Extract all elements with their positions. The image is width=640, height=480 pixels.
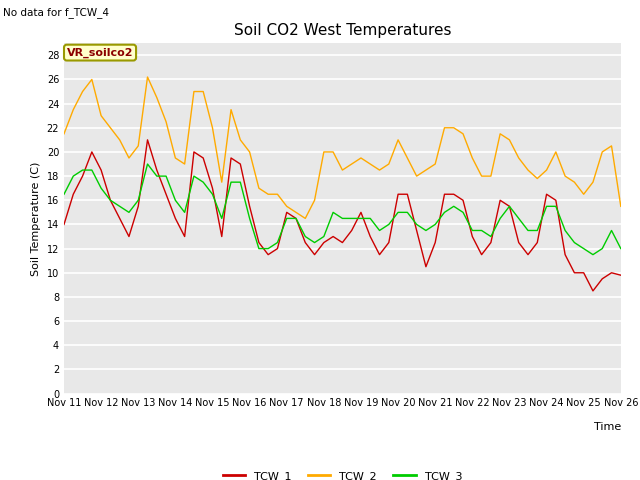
- Text: VR_soilco2: VR_soilco2: [67, 48, 133, 58]
- TCW_1: [403, 192, 411, 197]
- TCW_3: [180, 209, 188, 215]
- TCW_2: [180, 161, 188, 167]
- Line: TCW_2: TCW_2: [64, 77, 621, 218]
- Y-axis label: Soil Temperature (C): Soil Temperature (C): [31, 161, 41, 276]
- TCW_2: [561, 173, 569, 179]
- TCW_3: [366, 216, 374, 221]
- TCW_3: [617, 246, 625, 252]
- Title: Soil CO2 West Temperatures: Soil CO2 West Temperatures: [234, 23, 451, 38]
- TCW_1: [200, 155, 207, 161]
- TCW_3: [143, 161, 151, 167]
- Legend: TCW_1, TCW_2, TCW_3: TCW_1, TCW_2, TCW_3: [218, 467, 467, 480]
- TCW_1: [617, 272, 625, 278]
- TCW_2: [301, 216, 309, 221]
- Line: TCW_1: TCW_1: [64, 140, 621, 291]
- TCW_3: [552, 204, 559, 209]
- TCW_3: [264, 246, 272, 252]
- TCW_3: [403, 209, 411, 215]
- TCW_2: [376, 167, 383, 173]
- TCW_2: [60, 131, 68, 137]
- TCW_1: [589, 288, 596, 294]
- TCW_2: [413, 173, 420, 179]
- TCW_3: [60, 192, 68, 197]
- TCW_1: [552, 197, 559, 203]
- TCW_1: [180, 234, 188, 240]
- TCW_1: [60, 222, 68, 228]
- X-axis label: Time: Time: [593, 421, 621, 432]
- TCW_2: [143, 74, 151, 80]
- TCW_3: [200, 179, 207, 185]
- Text: No data for f_TCW_4: No data for f_TCW_4: [3, 7, 109, 18]
- Line: TCW_3: TCW_3: [64, 164, 621, 255]
- TCW_1: [264, 252, 272, 258]
- TCW_2: [264, 192, 272, 197]
- TCW_2: [200, 89, 207, 95]
- TCW_2: [617, 204, 625, 209]
- TCW_1: [143, 137, 151, 143]
- TCW_1: [366, 234, 374, 240]
- TCW_3: [589, 252, 596, 258]
